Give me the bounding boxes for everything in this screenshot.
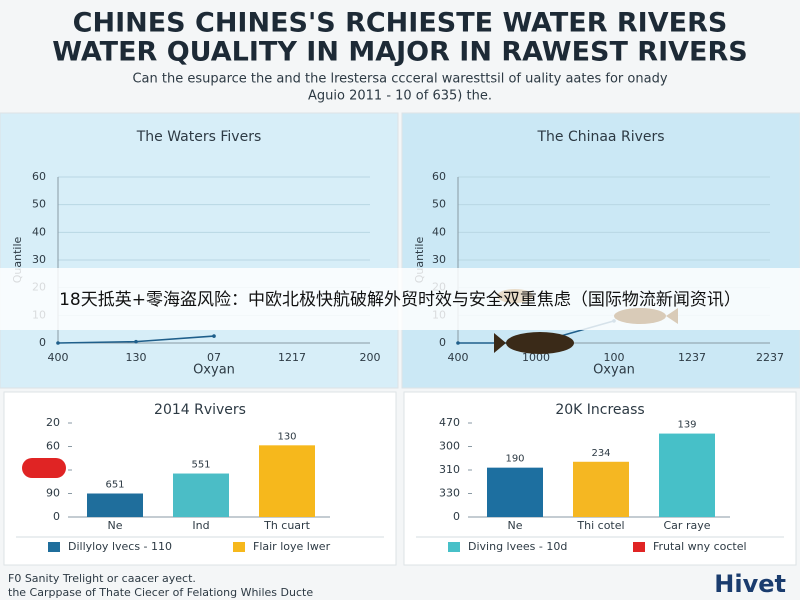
banner-text: 18天抵英+零海盗风险：中欧北极快航破解外贸时效与安全双重焦虑（国际物流新闻资讯… (59, 290, 741, 310)
panel (401, 112, 800, 389)
legend-label: Flair loye lwer (253, 540, 331, 553)
bar (259, 445, 315, 517)
x-tick-label: Th cuart (263, 519, 310, 532)
y-tick-label: 40 (432, 225, 446, 238)
logo: Hivet (714, 570, 786, 598)
x-tick-label: 100 (604, 351, 625, 364)
charts: The Waters Fivers01020304050604001300712… (0, 112, 800, 566)
x-tick-label: Ne (508, 519, 523, 532)
y-tick-label: 90 (46, 487, 60, 500)
y-tick-label: 300 (439, 440, 460, 453)
y-tick-label: 60 (46, 440, 60, 453)
bar-annotation: 190 (505, 454, 524, 465)
chart-title: 2014 Rvivers (154, 402, 246, 418)
y-tick-label: 0 (439, 336, 446, 349)
bar-annotation: 130 (277, 431, 296, 442)
banner-bg (0, 268, 800, 330)
y-tick-label: 30 (32, 253, 46, 266)
chart-title: 20K Increass (555, 402, 644, 418)
x-tick-label: Ind (192, 519, 209, 532)
bar-annotation: 234 (591, 448, 610, 459)
x-tick-label: 07 (207, 351, 221, 364)
chart-title: The Chinaa Rivers (536, 129, 664, 145)
point (456, 341, 460, 345)
y-tick-label: 50 (432, 198, 446, 211)
y-tick-label: 30 (432, 253, 446, 266)
bar (573, 461, 629, 517)
legend-swatch (633, 542, 645, 552)
y-tick-label: 40 (32, 225, 46, 238)
y-tick-label: 20 (46, 416, 60, 429)
x-tick-label: 1237 (678, 351, 706, 364)
y-tick-label: 0 (39, 336, 46, 349)
x-tick-label: Car raye (664, 519, 711, 532)
chart-title: The Waters Fivers (136, 129, 262, 145)
point (56, 341, 60, 345)
legend-label: Frutal wny coctel (653, 540, 747, 553)
bar-annotation: 139 (677, 420, 696, 431)
bar (487, 467, 543, 517)
y-tick-label: 330 (439, 487, 460, 500)
y-tick-label: 60 (32, 170, 46, 183)
header-bg (0, 0, 800, 112)
point (134, 339, 138, 344)
y-tick-label: 470 (439, 416, 460, 429)
y-tick-label: 310 (439, 463, 460, 476)
y-tick-label: 0 (453, 510, 460, 523)
x-tick-label: 2237 (756, 351, 784, 364)
bar (87, 493, 143, 517)
x-axis-label: Oxyan (193, 363, 235, 378)
title: CHINES CHINES'S RCHIESTE WATER RIVERS (73, 8, 728, 39)
subtitle: Aguio 2011 - 10 of 635) the. (308, 89, 492, 104)
footer-text: F0 Sanity Trelight or caacer ayect. (8, 572, 196, 585)
legend-swatch (48, 542, 60, 552)
x-tick-label: 400 (48, 351, 69, 364)
x-tick-label: 1217 (278, 351, 306, 364)
point (212, 334, 216, 338)
y-tick-label: 0 (53, 510, 60, 523)
y-tick-label: 60 (432, 170, 446, 183)
legend-swatch (233, 542, 245, 552)
bar (659, 433, 715, 517)
x-tick-label: 400 (448, 351, 469, 364)
bar (173, 473, 229, 517)
bar-annotation: 551 (191, 460, 210, 471)
panel (0, 112, 399, 389)
x-tick-label: 1000 (522, 351, 550, 364)
icon (22, 458, 66, 478)
y-tick-label: 50 (32, 198, 46, 211)
legend-label: Diving lvees - 10d (468, 540, 567, 553)
x-tick-label: 130 (126, 351, 147, 364)
fish (494, 289, 678, 354)
legend-label: Dillyloy lvecs - 110 (68, 540, 172, 553)
bar-annotation: 651 (105, 480, 124, 491)
subtitle: Can the esuparce the and the lrestersa c… (132, 72, 667, 87)
title: WATER QUALITY IN MAJOR IN RAWEST RIVERS (52, 37, 747, 68)
footer-text: the Carppase of Thate Ciecer of Felation… (8, 586, 313, 599)
legend-swatch (448, 542, 460, 552)
x-tick-label: 200 (360, 351, 381, 364)
x-tick-label: Ne (108, 519, 123, 532)
x-axis-label: Oxyan (593, 363, 635, 378)
x-tick-label: Thi cotel (576, 519, 624, 532)
